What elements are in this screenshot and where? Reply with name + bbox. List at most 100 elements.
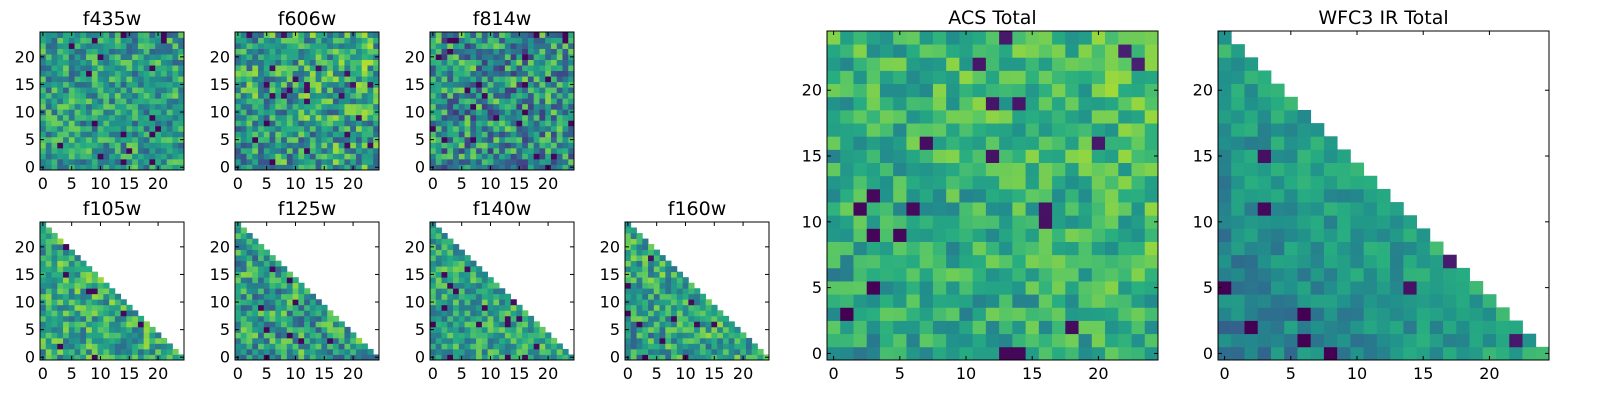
heatmap-cell — [114, 147, 122, 154]
heatmap-cell — [840, 241, 854, 256]
heatmap-cell — [97, 158, 104, 165]
heatmap-cell — [717, 337, 724, 344]
heatmap-cell — [68, 87, 75, 94]
heatmap-cell — [373, 87, 380, 94]
heatmap-cell — [240, 65, 247, 72]
heatmap-cell — [269, 114, 276, 121]
heatmap-cell — [373, 131, 380, 138]
heatmap-cell — [441, 65, 448, 72]
heatmap-cell — [258, 326, 265, 333]
heatmap-cell — [906, 109, 921, 124]
heatmap-cell — [447, 87, 454, 94]
heatmap-cell — [1065, 109, 1079, 124]
heatmap-cell — [309, 48, 317, 55]
heatmap-cell — [458, 255, 465, 262]
heatmap-cell — [470, 343, 477, 350]
heatmap-cell — [1231, 215, 1245, 229]
heatmap-cell — [932, 70, 947, 85]
heatmap-cell — [63, 48, 70, 55]
heatmap-cell — [504, 98, 512, 105]
heatmap-cell — [275, 98, 282, 105]
heatmap-cell — [441, 260, 448, 267]
heatmap-cell — [527, 81, 535, 88]
heatmap-cell — [1025, 307, 1040, 321]
heatmap-cell — [827, 44, 841, 58]
heatmap-cell — [91, 348, 98, 355]
heatmap-cell — [114, 321, 122, 328]
heatmap-cell — [321, 98, 328, 105]
heatmap-cell — [74, 153, 81, 160]
heatmap-cell — [160, 142, 168, 149]
heatmap-cell — [143, 48, 150, 55]
heatmap-cell — [682, 337, 689, 344]
heatmap-cell — [309, 120, 317, 127]
heatmap-cell — [235, 238, 242, 245]
heatmap-cell — [1218, 215, 1232, 229]
heatmap-cell — [1038, 44, 1053, 58]
heatmap-cell — [1390, 267, 1404, 282]
heatmap-cell — [97, 81, 104, 88]
heatmap-cell — [642, 354, 649, 361]
heatmap-cell — [636, 271, 643, 278]
heatmap-cell — [252, 125, 259, 132]
heatmap-cell — [435, 348, 442, 355]
heatmap-cell — [240, 238, 247, 245]
heatmap-cell — [1052, 241, 1066, 256]
heatmap-cell — [453, 81, 460, 88]
heatmap-cell — [155, 153, 162, 160]
heatmap-cell — [327, 158, 334, 165]
heatmap-cell — [275, 266, 282, 273]
heatmap-cell — [315, 32, 322, 38]
heatmap-cell — [458, 125, 465, 132]
heatmap-cell — [906, 188, 921, 203]
heatmap-cell — [985, 346, 1000, 361]
heatmap-cell — [476, 271, 483, 278]
y-tick-label: 5 — [220, 320, 230, 339]
heatmap-cell — [80, 120, 87, 127]
heatmap-cell — [1231, 175, 1245, 190]
x-tick-label: 5 — [67, 174, 77, 193]
heatmap-cell — [550, 114, 558, 121]
heatmap-cell — [97, 304, 104, 311]
heatmap-cell — [453, 277, 460, 284]
heatmap-cell — [682, 326, 689, 333]
heatmap-cell — [332, 87, 340, 94]
heatmap-cell — [246, 65, 253, 72]
heatmap-cell — [178, 65, 185, 72]
heatmap-cell — [97, 131, 104, 138]
heatmap-cell — [699, 304, 707, 311]
heatmap-cell — [1065, 188, 1079, 203]
heatmap-cell — [281, 32, 288, 38]
heatmap-cell — [143, 81, 150, 88]
heatmap-cell — [166, 109, 173, 116]
heatmap-cell — [568, 70, 575, 77]
heatmap-cell — [246, 326, 253, 333]
heatmap-cell — [1131, 96, 1146, 111]
heatmap-cell — [1218, 31, 1232, 45]
heatmap-cell — [568, 48, 575, 55]
heatmap-cell — [304, 32, 311, 38]
heatmap-cell — [1337, 149, 1351, 163]
heatmap-cell — [240, 98, 247, 105]
heatmap-cell — [327, 114, 334, 121]
heatmap-cell — [68, 103, 75, 110]
heatmap-cell — [487, 125, 494, 132]
heatmap-cell — [1390, 346, 1404, 361]
heatmap-cell — [137, 354, 145, 361]
heatmap-cell — [40, 249, 47, 256]
heatmap-cell — [840, 320, 854, 335]
heatmap-cell — [959, 228, 974, 242]
heatmap-cell — [556, 92, 563, 99]
heatmap-cell — [1323, 281, 1338, 295]
heatmap-cell — [481, 103, 488, 110]
heatmap-cell — [499, 43, 506, 49]
heatmap-cell — [97, 299, 104, 306]
heatmap-cell — [68, 282, 75, 289]
y-tick-label: 5 — [415, 130, 425, 149]
heatmap-cell — [1218, 57, 1232, 71]
heatmap-cell — [481, 321, 488, 328]
heatmap-cell — [453, 260, 460, 267]
heatmap-cell — [919, 267, 934, 282]
heatmap-cell — [522, 76, 529, 83]
